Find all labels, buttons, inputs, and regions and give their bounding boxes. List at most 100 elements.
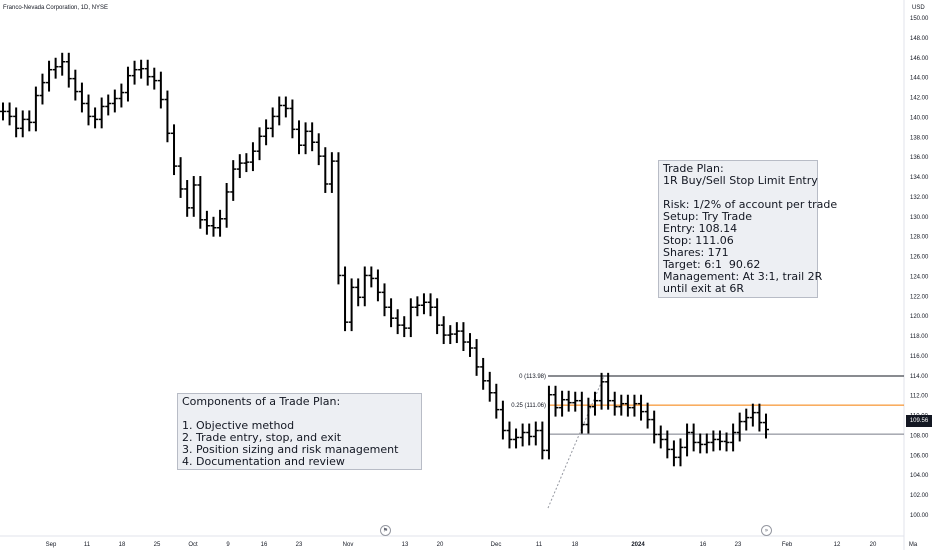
ohlc-bar: [585, 397, 592, 434]
ohlc-bar: [545, 385, 552, 460]
components-line: 3. Position sizing and risk management: [182, 443, 399, 456]
ohlc-bar: [407, 298, 414, 338]
ohlc-bar: [644, 402, 651, 429]
y-tick-label: 104.00: [910, 473, 929, 479]
y-tick-label: 146.00: [910, 56, 929, 62]
x-tick-label: Dec: [491, 542, 502, 548]
ohlc-bar: [539, 421, 546, 460]
y-tick-label: 134.00: [910, 175, 929, 181]
y-tick-label: 142.00: [910, 96, 929, 102]
ohlc-bar: [388, 298, 395, 328]
ohlc-bar: [394, 309, 401, 335]
ohlc-bar: [249, 142, 256, 172]
ohlc-bar: [736, 412, 743, 442]
ohlc-bar: [19, 110, 26, 138]
x-tick-label: 25: [154, 542, 161, 548]
price-axis[interactable]: 100.00102.00104.00106.00108.00110.00112.…: [910, 16, 929, 519]
y-tick-label: 140.00: [910, 115, 929, 121]
ohlc-bar: [486, 371, 493, 402]
y-tick-label: 132.00: [910, 195, 929, 201]
ohlc-bar: [361, 266, 368, 307]
fib-level-label: 0.25 (111.06): [511, 403, 546, 409]
ohlc-bar: [138, 59, 145, 79]
ohlc-bar: [197, 176, 204, 229]
ohlc-bar: [335, 152, 342, 285]
ohlc-bar: [605, 372, 612, 410]
ohlc-bar: [223, 183, 230, 228]
ohlc-bar: [427, 293, 434, 317]
x-tick-label: Feb: [782, 542, 793, 548]
x-tick-label: Oct: [188, 542, 198, 548]
chart-title: Franco-Nevada Corporation, 1D, NYSE: [3, 5, 108, 11]
ohlc-bar: [92, 107, 99, 129]
y-tick-label: 120.00: [910, 314, 929, 320]
x-tick-label: Ma: [909, 542, 918, 548]
ohlc-bar: [32, 86, 39, 132]
trade-plan-line: Target: 6:1 90.62: [663, 258, 761, 271]
x-tick-label: 23: [296, 542, 303, 548]
ohlc-bar: [309, 122, 316, 152]
ohlc-bar: [6, 102, 13, 126]
last-price-badge: 109.56: [906, 415, 932, 427]
ohlc-bar: [578, 391, 585, 434]
ohlc-bar: [730, 423, 737, 452]
ohlc-bar: [723, 432, 730, 452]
ohlc-bar: [210, 216, 217, 237]
ohlc-bar: [98, 97, 105, 129]
x-tick-label: 16: [261, 542, 268, 548]
ohlc-bar: [322, 147, 329, 193]
y-tick-label: 100.00: [910, 513, 929, 519]
ohlc-bar: [513, 428, 520, 449]
components-line: 1. Objective method: [182, 419, 295, 432]
ohlc-bar: [697, 433, 704, 454]
time-axis[interactable]: Sep 11 18 25 Oct 9 16 23 Nov 13 20 Dec 11 18 2024 16 23 F…: [46, 542, 918, 548]
components-note[interactable]: Components of a Trade Plan: 1. Objective …: [177, 393, 422, 470]
ohlc-bar: [26, 110, 33, 132]
ohlc-bar: [552, 385, 559, 417]
ohlc-bar: [374, 269, 381, 302]
ohlc-bar: [65, 52, 72, 88]
ohlc-bar: [276, 96, 283, 126]
ohlc-bar: [657, 425, 664, 449]
ohlc-bar: [749, 403, 756, 427]
y-tick-label: 128.00: [910, 235, 929, 241]
y-tick-label: 150.00: [910, 16, 929, 22]
ohlc-bar: [295, 120, 302, 155]
x-tick-label: 23: [735, 542, 742, 548]
currency-label: USD: [912, 5, 925, 11]
ohlc-bar: [572, 391, 579, 412]
forward-icon[interactable]: »: [761, 525, 772, 536]
trade-plan-note[interactable]: Trade Plan: 1R Buy/Sell Stop Limit Entry R…: [658, 160, 838, 298]
ohlc-bar: [532, 421, 539, 446]
ohlc-bar: [460, 322, 467, 351]
ohlc-bar: [611, 391, 618, 416]
ohlc-bar: [171, 124, 178, 176]
ohlc-bar: [157, 71, 164, 109]
y-tick-label: 138.00: [910, 135, 929, 141]
ohlc-bar: [78, 82, 85, 113]
ohlc-bar: [263, 119, 270, 146]
ohlc-bar: [618, 394, 625, 416]
ohlc-bar: [763, 413, 769, 439]
ohlc-bar: [164, 90, 171, 143]
ohlc-bar: [716, 430, 723, 451]
ohlc-bar: [13, 107, 20, 138]
ohlc-bar: [480, 357, 487, 390]
ohlc-bar: [434, 298, 441, 335]
trade-plan-line: Risk: 1/2% of account per trade: [663, 198, 838, 211]
flag-icon[interactable]: ⚑: [380, 525, 391, 536]
ohlc-bar: [473, 339, 480, 376]
ohlc-bar: [328, 152, 335, 193]
x-tick-label: 12: [834, 542, 841, 548]
ohlc-bar: [414, 296, 421, 317]
fib-level-label: 0 (113.98): [519, 374, 546, 380]
x-tick-label: 11: [536, 542, 543, 548]
ohlc-bar: [631, 394, 638, 417]
ohlc-bar: [756, 403, 763, 432]
ohlc-bar: [131, 60, 138, 85]
ohlc-bar: [447, 325, 454, 345]
components-line: 4. Documentation and review: [182, 455, 345, 468]
ohlc-bar: [519, 423, 526, 447]
x-tick-label: 16: [700, 542, 707, 548]
